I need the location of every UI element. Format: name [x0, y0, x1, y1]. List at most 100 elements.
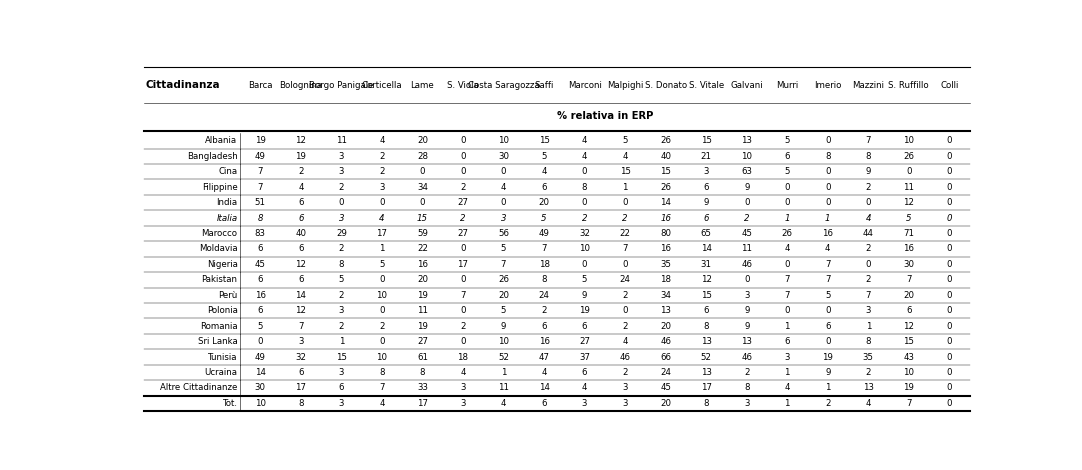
Text: 7: 7: [258, 167, 263, 176]
Text: 1: 1: [784, 321, 790, 330]
Text: 5: 5: [541, 152, 546, 161]
Text: 2: 2: [622, 291, 628, 300]
Text: 0: 0: [784, 260, 790, 269]
Text: 7: 7: [501, 260, 506, 269]
Text: 10: 10: [903, 368, 914, 377]
Text: 47: 47: [539, 352, 550, 361]
Text: 46: 46: [660, 337, 671, 346]
Text: 46: 46: [620, 352, 631, 361]
Text: 44: 44: [862, 229, 874, 238]
Text: Saffi: Saffi: [535, 81, 554, 90]
Text: 2: 2: [299, 167, 304, 176]
Text: 27: 27: [458, 229, 469, 238]
Text: 24: 24: [660, 368, 671, 377]
Text: 6: 6: [258, 275, 263, 284]
Text: 3: 3: [744, 399, 750, 408]
Text: 0: 0: [460, 275, 465, 284]
Text: 8: 8: [703, 321, 709, 330]
Text: 0: 0: [947, 260, 952, 269]
Text: 16: 16: [539, 337, 550, 346]
Text: 13: 13: [741, 337, 752, 346]
Text: 24: 24: [620, 275, 631, 284]
Text: 3: 3: [299, 337, 304, 346]
Text: 45: 45: [255, 260, 266, 269]
Text: 5: 5: [501, 306, 506, 315]
Text: Tot.: Tot.: [223, 399, 238, 408]
Text: 1: 1: [501, 368, 506, 377]
Text: 83: 83: [255, 229, 266, 238]
Text: 0: 0: [947, 275, 952, 284]
Text: 12: 12: [295, 260, 306, 269]
Text: 3: 3: [339, 167, 344, 176]
Text: 6: 6: [541, 399, 546, 408]
Text: 9: 9: [582, 291, 588, 300]
Text: 12: 12: [701, 275, 712, 284]
Text: 17: 17: [701, 384, 712, 392]
Text: 0: 0: [947, 213, 952, 223]
Text: 32: 32: [579, 229, 590, 238]
Text: 15: 15: [701, 136, 712, 145]
Text: 5: 5: [622, 136, 628, 145]
Text: Corticella: Corticella: [361, 81, 403, 90]
Text: Barca: Barca: [248, 81, 273, 90]
Text: 0: 0: [906, 167, 911, 176]
Text: 15: 15: [660, 167, 671, 176]
Text: 0: 0: [460, 136, 465, 145]
Text: S. Vitale: S. Vitale: [688, 81, 724, 90]
Text: 0: 0: [420, 198, 425, 207]
Text: 5: 5: [824, 291, 831, 300]
Text: 19: 19: [417, 291, 427, 300]
Text: 6: 6: [784, 152, 790, 161]
Text: 12: 12: [295, 306, 306, 315]
Text: 27: 27: [579, 337, 590, 346]
Text: 0: 0: [947, 399, 952, 408]
Text: 2: 2: [622, 213, 628, 223]
Text: 0: 0: [460, 152, 465, 161]
Text: 9: 9: [703, 198, 709, 207]
Text: 0: 0: [947, 198, 952, 207]
Text: 12: 12: [295, 136, 306, 145]
Text: 1: 1: [784, 213, 790, 223]
Text: 2: 2: [622, 368, 628, 377]
Text: 28: 28: [417, 152, 428, 161]
Text: 7: 7: [541, 244, 546, 253]
Text: 0: 0: [501, 198, 506, 207]
Text: 0: 0: [947, 229, 952, 238]
Text: 13: 13: [701, 368, 712, 377]
Text: 46: 46: [741, 352, 752, 361]
Text: 49: 49: [255, 352, 266, 361]
Text: 65: 65: [701, 229, 712, 238]
Text: 0: 0: [947, 167, 952, 176]
Text: 2: 2: [744, 213, 750, 223]
Text: 5: 5: [379, 260, 385, 269]
Text: 0: 0: [784, 183, 790, 192]
Text: 4: 4: [501, 183, 506, 192]
Text: 22: 22: [417, 244, 428, 253]
Text: 9: 9: [826, 368, 831, 377]
Text: 26: 26: [660, 183, 671, 192]
Text: 2: 2: [339, 183, 344, 192]
Text: 20: 20: [660, 321, 671, 330]
Text: Murri: Murri: [776, 81, 799, 90]
Text: 11: 11: [335, 136, 347, 145]
Text: Imerio: Imerio: [814, 81, 842, 90]
Text: 9: 9: [501, 321, 506, 330]
Text: 4: 4: [501, 399, 506, 408]
Text: 2: 2: [379, 152, 385, 161]
Text: 10: 10: [498, 136, 509, 145]
Text: 49: 49: [539, 229, 550, 238]
Text: 6: 6: [299, 275, 304, 284]
Text: 8: 8: [744, 384, 750, 392]
Text: 9: 9: [744, 321, 750, 330]
Text: 49: 49: [255, 152, 266, 161]
Text: 2: 2: [339, 244, 344, 253]
Text: 0: 0: [744, 275, 750, 284]
Text: 15: 15: [903, 337, 914, 346]
Text: 7: 7: [622, 244, 628, 253]
Text: 8: 8: [866, 152, 871, 161]
Text: 1: 1: [784, 399, 790, 408]
Text: 8: 8: [541, 275, 546, 284]
Text: 3: 3: [460, 384, 465, 392]
Text: 2: 2: [541, 306, 546, 315]
Text: 3: 3: [339, 306, 344, 315]
